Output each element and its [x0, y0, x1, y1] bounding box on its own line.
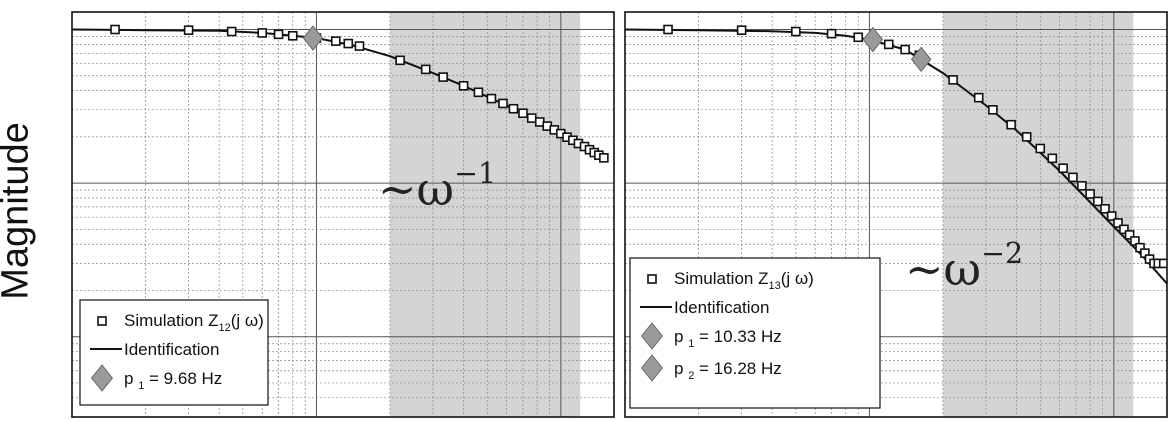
simulation-point [1077, 181, 1087, 191]
legend: Simulation Z13(j ω) Identification p 1 = 1… [629, 257, 881, 409]
legend-label: Simulation Z12(j ω) [124, 311, 264, 334]
legend-label: Simulation Z13(j ω) [674, 269, 814, 292]
simulation-point [395, 55, 405, 66]
simulation-point [599, 153, 609, 163]
simulation-point [1093, 196, 1103, 207]
simulation-point [1058, 163, 1068, 174]
simulation-point [518, 108, 528, 119]
legend-diamond-icon [640, 354, 664, 382]
plot-frame [624, 11, 1168, 418]
simulation-point [526, 113, 537, 123]
simulation-point [1047, 153, 1058, 164]
simulation-point [988, 105, 998, 115]
identification-line [625, 28, 1167, 286]
simulation-point [973, 92, 984, 103]
simulation-point [110, 24, 120, 35]
pole-marker [910, 46, 932, 73]
simulation-point [948, 75, 958, 85]
pole-marker [862, 26, 884, 53]
simulation-point [343, 38, 354, 49]
simulation-point [1106, 211, 1117, 221]
simulation-point [1113, 218, 1123, 228]
simulation-point [1135, 242, 1145, 253]
simulation-point [287, 30, 298, 41]
series [625, 24, 1167, 286]
simulation-point [1158, 258, 1167, 269]
simulation-point [791, 26, 801, 37]
legend-label: Identification [674, 298, 769, 317]
highlight-band [389, 12, 581, 417]
legend-square-icon [97, 316, 107, 326]
simulation-point [420, 64, 431, 75]
simulation-point [473, 87, 484, 98]
simulation-point [1130, 236, 1140, 246]
pole-marker [302, 25, 324, 51]
simulation-point [1035, 143, 1046, 154]
simulation-point [900, 44, 910, 55]
legend-diamond-icon [640, 322, 664, 350]
simulation-point [498, 98, 508, 109]
simulation-point [1124, 230, 1135, 240]
simulation-point [226, 26, 237, 37]
simulation-point [1006, 119, 1016, 130]
simulation-point [438, 72, 448, 82]
right-panel: ~ω−2 Simulation Z13(j ω) Identification p 1… [624, 11, 1168, 418]
plot-frame [71, 11, 615, 418]
legend-label: Identification [124, 340, 219, 359]
legend: Simulation Z12(j ω) Identification p 1 = 9… [79, 299, 269, 406]
simulation-point [1068, 172, 1078, 183]
simulation-point [458, 80, 469, 91]
simulation-point [257, 28, 267, 38]
legend-square-icon [647, 274, 657, 284]
legend-box [79, 299, 269, 406]
legend-label: p 1 = 9.68 Hz [124, 369, 222, 392]
simulation-point [853, 32, 864, 43]
simulation-point [1021, 132, 1032, 142]
series [72, 24, 609, 163]
simulation-point [736, 25, 747, 35]
slope-annotation: ~ω−1 [378, 157, 496, 216]
left-panel: ~ω−1 Simulation Z12(j ω) Identification p 1… [71, 11, 615, 418]
simulation-point [1085, 189, 1095, 199]
simulation-point [1119, 224, 1129, 235]
simulation-point [183, 25, 194, 35]
legend-diamond-icon [90, 364, 114, 392]
simulation-point [354, 41, 365, 51]
legend-label: p 2 = 16.28 Hz [674, 359, 782, 382]
simulation-point [508, 103, 519, 114]
simulation-point [883, 39, 894, 50]
simulation-point [663, 24, 673, 35]
simulation-point [273, 29, 284, 40]
highlight-band [942, 12, 1134, 417]
slope-annotation: ~ω−2 [905, 237, 1023, 296]
simulation-point [826, 28, 837, 39]
simulation-point [330, 36, 341, 46]
legend-label: p 1 = 10.33 Hz [674, 327, 782, 350]
simulation-point [486, 93, 497, 104]
legend-box [629, 257, 881, 409]
simulation-point [1100, 204, 1110, 214]
